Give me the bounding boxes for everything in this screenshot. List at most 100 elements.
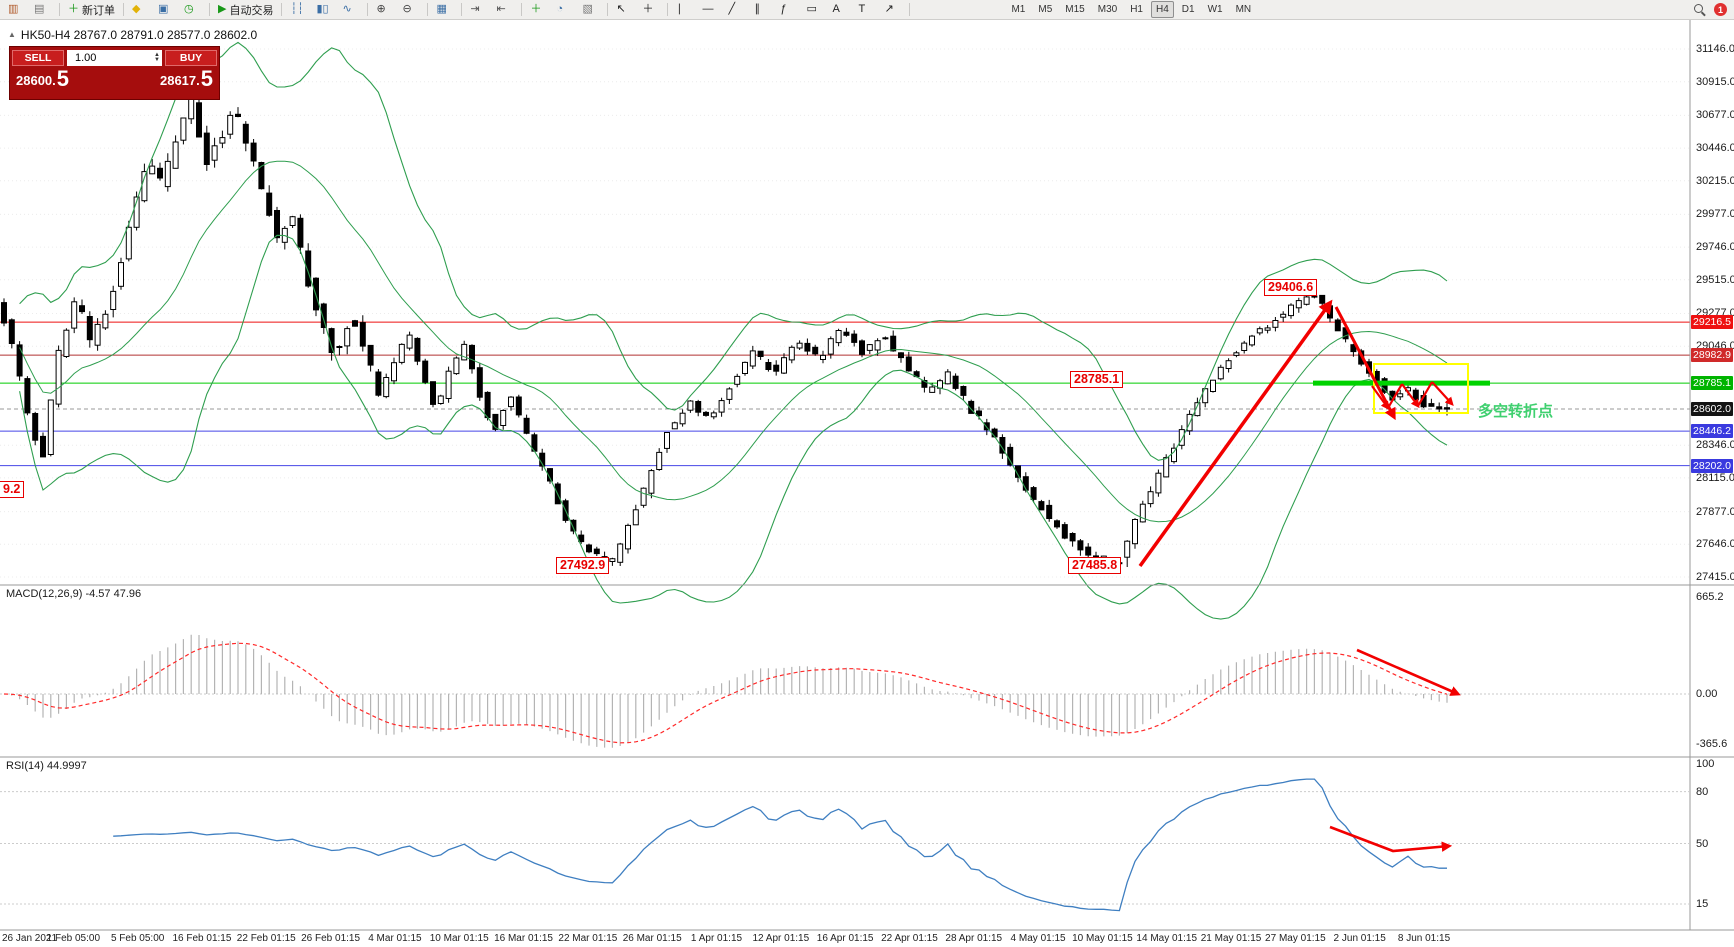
annotation-turning-point-text[interactable]: 多空转折点 xyxy=(1478,403,1554,420)
label-icon[interactable]: T xyxy=(854,0,879,19)
new-order-button[interactable]: ＋新订单 xyxy=(64,0,119,19)
rally-arrow[interactable] xyxy=(1138,299,1333,568)
periods-icon[interactable]: ◔ xyxy=(552,0,577,19)
sell-button-label: SELL xyxy=(24,52,52,64)
annotation-support-level[interactable]: 28785.1 xyxy=(1070,371,1124,388)
metaeditor-icon[interactable]: ◆ xyxy=(128,0,153,19)
bar-chart-icon[interactable]: ┆┆ xyxy=(286,0,311,19)
volume-spinner[interactable]: ▲ ▼ xyxy=(154,52,160,63)
cursor-icon[interactable]: ↖ xyxy=(612,0,637,19)
notification-badge[interactable]: 1 xyxy=(1714,3,1727,16)
auto-scroll-icon: ⇥ xyxy=(470,3,480,15)
spinner-down-icon[interactable]: ▼ xyxy=(154,57,160,63)
one-click-trade-panel: SELL 1.00 ▲ ▼ BUY 28600. 5 28617. 5 xyxy=(9,46,220,100)
candle-wicks xyxy=(3,96,1448,569)
autotrading-button: ▶ xyxy=(218,3,227,15)
vertical-line-icon: ∣ xyxy=(676,3,682,15)
zigzag-arrow[interactable] xyxy=(1387,383,1403,409)
metaeditor-icon: ◆ xyxy=(132,3,141,15)
new-chart-icon[interactable]: ▥ xyxy=(4,0,29,19)
cursor-icon: ↖ xyxy=(616,3,626,15)
rsi-trend-arrow[interactable] xyxy=(1329,825,1453,853)
timeframe-m5[interactable]: M5 xyxy=(1038,4,1053,15)
arrow-tool-icon[interactable]: ↗ xyxy=(880,0,905,19)
history-icon[interactable]: ◷ xyxy=(180,0,205,19)
pullback-arrow[interactable] xyxy=(1334,306,1396,421)
timeframe-h1[interactable]: H1 xyxy=(1130,4,1143,15)
new-order-button: ＋ xyxy=(68,3,79,15)
indicators-icon[interactable]: ＋ xyxy=(526,0,551,19)
candlestick-icon[interactable]: ▮▯ xyxy=(312,0,337,19)
channel-icon[interactable]: ∥ xyxy=(750,0,775,19)
profiles-icon[interactable]: ▤ xyxy=(30,0,55,19)
zoom-in-icon[interactable]: ⊕ xyxy=(372,0,397,19)
trendline-icon: ╱ xyxy=(728,3,736,15)
one-click-collapse-icon[interactable]: ▲ xyxy=(8,30,16,39)
toolbar-separator xyxy=(209,3,210,16)
templates-icon[interactable]: ▧ xyxy=(578,0,603,19)
annotation-left-partial[interactable]: 9.2 xyxy=(0,481,25,498)
timeframe-m1[interactable]: M1 xyxy=(1011,4,1026,15)
sell-button[interactable]: SELL xyxy=(12,50,64,66)
annotation-may-low[interactable]: 27485.8 xyxy=(1068,557,1122,574)
buy-button-label: BUY xyxy=(179,52,203,64)
tile-windows-icon: ▦ xyxy=(436,3,447,15)
toolbar-separator xyxy=(427,3,429,16)
volume-value: 1.00 xyxy=(75,52,97,64)
bear-candles xyxy=(1,102,1450,559)
new-chart-icon: ▥ xyxy=(8,3,19,15)
new-order-button-label: 新订单 xyxy=(82,4,115,17)
macd-trend-arrow[interactable] xyxy=(1356,648,1461,696)
macd-indicator-label: MACD(12,26,9) -4.57 47.96 xyxy=(6,588,142,600)
periods-icon: ◔ xyxy=(556,3,564,15)
zigzag-arrow[interactable] xyxy=(1431,381,1454,406)
timeframe-m30[interactable]: M30 xyxy=(1097,4,1118,15)
toolbar-separator xyxy=(909,3,911,16)
vertical-line-icon[interactable]: ∣ xyxy=(672,0,697,19)
timeframe-w1[interactable]: W1 xyxy=(1207,4,1223,15)
chart-shift-icon: ⇤ xyxy=(496,3,506,15)
trendline-icon[interactable]: ╱ xyxy=(724,0,749,19)
timeframe-d1[interactable]: D1 xyxy=(1181,4,1195,15)
fibonacci-icon: ƒ xyxy=(780,3,787,15)
rsi-indicator-label: RSI(14) 44.9997 xyxy=(6,760,87,772)
tile-windows-icon[interactable]: ▦ xyxy=(432,0,457,19)
horizontal-line-icon[interactable]: — xyxy=(698,0,723,19)
zoom-out-icon[interactable]: ⊖ xyxy=(398,0,423,19)
autotrading-button[interactable]: ▶ 自动交易 xyxy=(214,0,277,19)
zigzag-arrow[interactable] xyxy=(1401,383,1420,409)
auto-scroll-icon[interactable]: ⇥ xyxy=(466,0,491,19)
text-icon: A xyxy=(832,3,840,15)
templates-icon: ▧ xyxy=(582,3,593,15)
line-chart-icon[interactable]: ∿ xyxy=(338,0,363,19)
zigzag-arrow[interactable] xyxy=(1371,385,1390,411)
zoom-out-icon: ⊖ xyxy=(402,3,412,15)
rsi-line xyxy=(113,778,1447,912)
spinner-up-icon[interactable]: ▲ xyxy=(154,52,160,58)
symbol-ohlc-text: HK50-H4 28767.0 28791.0 28577.0 28602.0 xyxy=(20,27,258,42)
crosshair-icon: ＋ xyxy=(642,3,654,15)
data-window-icon[interactable]: ▣ xyxy=(154,0,179,19)
label-icon: T xyxy=(858,3,866,15)
chart-shift-icon[interactable]: ⇤ xyxy=(492,0,517,19)
chart-info-bar: ▲ HK50-H4 28767.0 28791.0 28577.0 28602.… xyxy=(8,27,257,42)
search-icon[interactable] xyxy=(1694,3,1707,16)
zoom-in-icon: ⊕ xyxy=(376,3,386,15)
fibonacci-icon[interactable]: ƒ xyxy=(776,0,801,19)
zigzag-arrow[interactable] xyxy=(1417,381,1433,407)
crosshair-icon[interactable]: ＋ xyxy=(638,0,663,19)
toolbar-separator xyxy=(59,3,60,16)
timeframe-m15[interactable]: M15 xyxy=(1065,4,1085,15)
text-icon[interactable]: A xyxy=(828,0,853,19)
buy-button[interactable]: BUY xyxy=(165,50,217,66)
timeframe-h4[interactable]: H4 xyxy=(1150,1,1174,18)
annotation-march-low[interactable]: 27492.9 xyxy=(556,557,610,574)
candlestick-icon: ▮▯ xyxy=(316,3,329,15)
toolbar-separator xyxy=(521,3,523,16)
indicators-icon: ＋ xyxy=(530,3,542,15)
annotation-peak-price[interactable]: 29406.6 xyxy=(1264,279,1318,296)
shapes-icon[interactable]: ▭ xyxy=(802,0,827,19)
timeframe-mn[interactable]: MN xyxy=(1235,4,1252,15)
volume-input[interactable]: 1.00 ▲ ▼ xyxy=(67,50,162,66)
